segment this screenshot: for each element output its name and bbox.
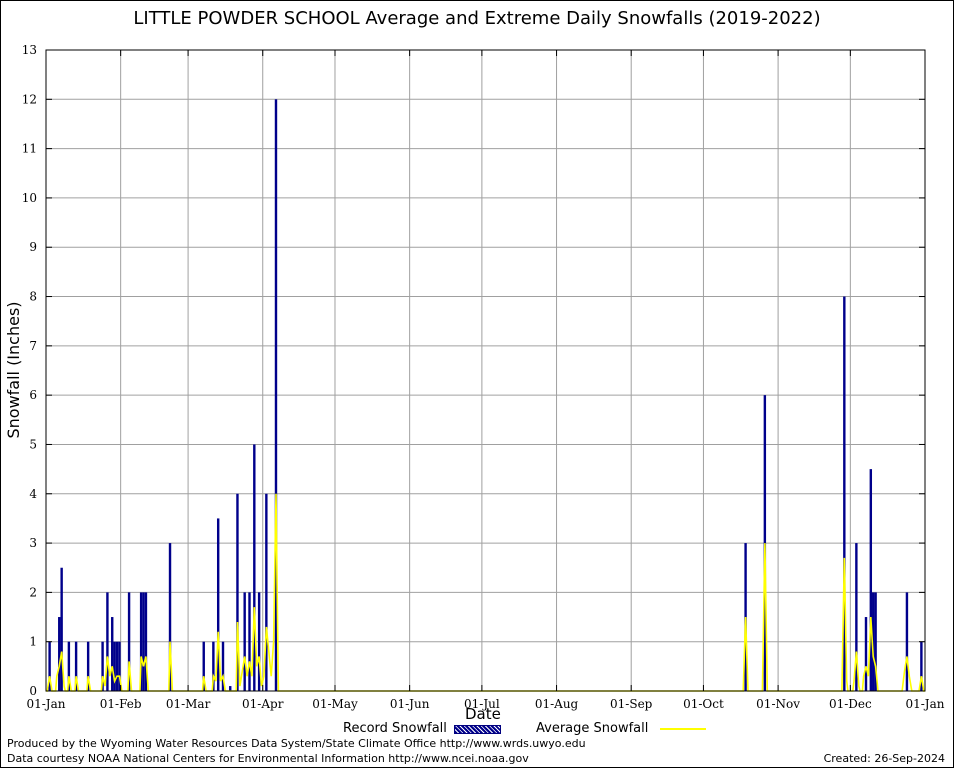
x-tick-label: 01-May — [312, 697, 358, 711]
y-tick-label: 7 — [29, 339, 37, 353]
record-bar — [86, 641, 90, 691]
record-bar — [855, 543, 858, 691]
record-bar — [142, 592, 145, 691]
x-axis-label: Date — [465, 705, 501, 723]
x-tick-label: 01-Jan — [905, 697, 944, 711]
y-tick-label: 0 — [29, 684, 37, 698]
record-bar — [253, 444, 256, 691]
record-bar — [221, 641, 225, 691]
record-bar — [905, 592, 909, 691]
x-tick-label: 01-Nov — [756, 697, 800, 711]
record-bar — [168, 543, 172, 691]
y-tick-label: 12 — [22, 92, 37, 106]
record-bar — [243, 592, 246, 691]
legend-record-swatch — [454, 725, 501, 734]
record-bar — [229, 686, 232, 691]
record-bar — [265, 493, 268, 691]
y-tick-label: 8 — [29, 290, 37, 304]
y-tick-label: 9 — [29, 240, 37, 254]
record-bar — [144, 592, 148, 691]
record-bar — [920, 641, 923, 691]
record-bar — [763, 395, 767, 691]
record-bar — [101, 641, 104, 691]
record-bar — [113, 641, 116, 691]
legend-average-swatch — [660, 728, 706, 730]
x-tick-label: 01-Feb — [100, 697, 142, 711]
x-tick-label: 01-Apr — [242, 697, 284, 711]
record-bar — [139, 592, 143, 691]
y-tick-label: 10 — [22, 191, 37, 205]
record-bar — [60, 567, 63, 691]
record-bar — [874, 592, 877, 691]
legend-record-label: Record Snowfall — [343, 721, 447, 736]
record-bar — [111, 617, 114, 691]
grid-lines — [46, 50, 925, 691]
record-bar — [248, 592, 251, 691]
record-bar — [202, 641, 205, 691]
x-tick-label: 01-Oct — [683, 697, 724, 711]
record-bar — [106, 592, 109, 691]
record-bar — [48, 641, 51, 691]
y-tick-label: 3 — [29, 536, 37, 550]
record-bar — [257, 592, 261, 691]
y-tick-label: 2 — [29, 585, 37, 599]
y-tick-label: 4 — [29, 487, 37, 501]
chart-title: LITTLE POWDER SCHOOL Average and Extreme… — [133, 8, 821, 29]
y-axis-label: Snowfall (Inches) — [4, 301, 23, 438]
x-tick-label: 01-Jul — [464, 697, 500, 711]
y-tick-label: 11 — [22, 142, 37, 156]
x-tick-label: 01-Jun — [390, 697, 430, 711]
y-tick-label: 1 — [29, 635, 37, 649]
x-tick-label: 01-Jan — [26, 697, 65, 711]
plot-border — [45, 49, 926, 692]
record-bar — [274, 99, 278, 692]
record-bar — [236, 493, 239, 691]
record-bar — [864, 617, 868, 691]
record-bar — [843, 296, 846, 691]
record-bar — [118, 641, 121, 691]
record-bar — [67, 641, 71, 691]
record-bar — [74, 641, 78, 691]
record-bar — [127, 592, 131, 691]
x-tick-label: 01-Dec — [829, 697, 872, 711]
legend-average-label: Average Snowfall — [536, 721, 649, 736]
record-bars — [48, 99, 923, 692]
record-bar — [212, 641, 215, 691]
y-tick-label: 5 — [29, 437, 37, 451]
y-tick-label: 6 — [29, 388, 37, 402]
x-tick-label: 01-Aug — [535, 697, 579, 711]
footer-created-date: Created: 26-Sep-2024 — [823, 752, 945, 765]
x-tick-label: 01-Sep — [610, 697, 653, 711]
footer-data-courtesy: Data courtesy NOAA National Centers for … — [7, 752, 529, 765]
record-bar — [115, 641, 119, 691]
footer-produced-by: Produced by the Wyoming Water Resources … — [7, 737, 586, 750]
record-bar — [869, 469, 873, 691]
y-tick-label: 13 — [22, 43, 37, 57]
x-tick-label: 01-Mar — [166, 697, 211, 711]
record-bar — [216, 518, 220, 691]
record-bar — [872, 592, 875, 691]
record-bar — [58, 617, 61, 691]
